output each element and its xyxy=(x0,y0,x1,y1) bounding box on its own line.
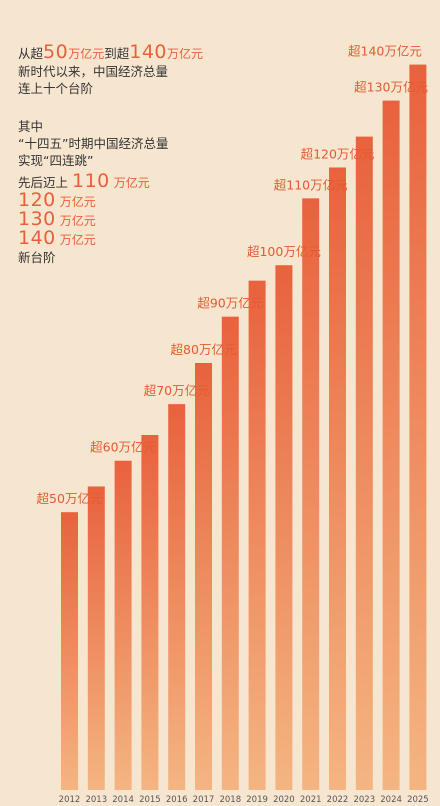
step-line: 120 万亿元 xyxy=(18,189,150,211)
step-line: 130 万亿元 xyxy=(18,208,150,230)
x-tick-label: 2014 xyxy=(112,795,134,805)
intro-line-3: 连上十个台阶 xyxy=(18,81,94,96)
bar-2012 xyxy=(61,512,78,790)
x-tick-label: 2013 xyxy=(85,795,107,805)
x-tick-label: 2021 xyxy=(300,795,322,805)
highlight-number: 140 xyxy=(129,41,167,63)
step-unit: 万亿元 xyxy=(113,176,150,190)
x-tick-label: 2019 xyxy=(246,795,268,805)
bar-2021 xyxy=(302,198,320,790)
x-tick-label: 2017 xyxy=(193,795,215,805)
intro-line-1: 从超50万亿元到超140万亿元 xyxy=(18,41,204,63)
highlight-unit: 万亿元 xyxy=(68,47,105,61)
step-number: 130 xyxy=(18,208,56,230)
step-number: 140 xyxy=(18,227,56,249)
bar-2017 xyxy=(195,362,212,790)
bar-value-label: 超70万亿元 xyxy=(144,383,210,398)
bar-2013 xyxy=(87,486,105,790)
bar-2015 xyxy=(141,435,159,790)
step-number: 110 xyxy=(72,170,110,192)
bar-2023 xyxy=(355,136,373,790)
highlight-unit: 万亿元 xyxy=(167,47,204,61)
intro-line-2: 新时代以来，中国经济总量 xyxy=(18,64,169,79)
x-tick-label: 2025 xyxy=(407,795,429,805)
bars-group xyxy=(61,64,427,791)
x-tick-label: 2015 xyxy=(139,795,161,805)
bar-2020 xyxy=(275,265,293,790)
bar-value-label: 超120万亿元 xyxy=(301,146,375,161)
bar-2018 xyxy=(221,316,239,790)
bar-value-label: 超60万亿元 xyxy=(90,440,156,455)
step-number: 120 xyxy=(18,189,56,211)
x-tick-label: 2022 xyxy=(327,795,349,805)
step-unit: 万亿元 xyxy=(59,195,96,209)
x-tick-label: 2024 xyxy=(380,795,402,805)
x-tick-label: 2020 xyxy=(273,795,295,805)
bar-2016 xyxy=(168,404,186,790)
bar-2025 xyxy=(409,64,427,791)
step-line: 140 万亿元 xyxy=(18,227,150,249)
bar-value-label: 超80万亿元 xyxy=(171,342,237,357)
x-tick-label: 2012 xyxy=(59,795,81,805)
intro-block-2: 其中 “十四五”时期中国经济总量 实现“四连跳” xyxy=(18,118,168,169)
intro-block-3: 先后迈上 110 万亿元 120 万亿元 130 万亿元 140 万亿元 新台阶 xyxy=(18,170,150,266)
x-tick-label: 2016 xyxy=(166,795,188,805)
intro-line-7: 先后迈上 110 万亿元 xyxy=(18,170,150,192)
intro-text: 从超 xyxy=(18,46,44,61)
intro-text: 到超 xyxy=(104,46,130,61)
bar-2019 xyxy=(248,280,266,790)
bar-value-label: 超90万亿元 xyxy=(197,296,263,311)
bar-value-label: 超110万亿元 xyxy=(274,177,348,192)
x-tick-label: 2023 xyxy=(353,795,375,805)
bar-value-label: 超140万亿元 xyxy=(348,44,422,59)
bar-2014 xyxy=(114,460,132,790)
bar-labels-group: 超50万亿元 超60万亿元 超70万亿元 超80万亿元 超90万亿元 超100万亿元 超11… xyxy=(37,44,428,507)
bar-value-label: 超130万亿元 xyxy=(354,80,428,95)
bar-value-label: 超50万亿元 xyxy=(37,491,103,506)
intro-block-1: 从超50万亿元到超140万亿元 新时代以来，中国经济总量 连上十个台阶 xyxy=(18,41,204,97)
bar-2022 xyxy=(329,167,346,791)
step-unit: 万亿元 xyxy=(59,233,96,247)
intro-line-4: 其中 xyxy=(18,119,44,134)
intro-line-6: 实现“四连跳” xyxy=(18,153,94,168)
x-tick-label: 2018 xyxy=(219,795,241,805)
intro-last-line: 新台阶 xyxy=(18,250,56,265)
bar-value-label: 超100万亿元 xyxy=(247,244,321,259)
highlight-number: 50 xyxy=(43,41,69,63)
bar-2024 xyxy=(382,100,400,791)
x-axis-ticks: 2012 2013 2014 2015 2016 2017 2018 2019 2020 2021… xyxy=(59,795,429,805)
intro-line-5: “十四五”时期中国经济总量 xyxy=(18,136,169,151)
intro-text: 先后迈上 xyxy=(18,175,69,190)
step-unit: 万亿元 xyxy=(59,214,96,228)
